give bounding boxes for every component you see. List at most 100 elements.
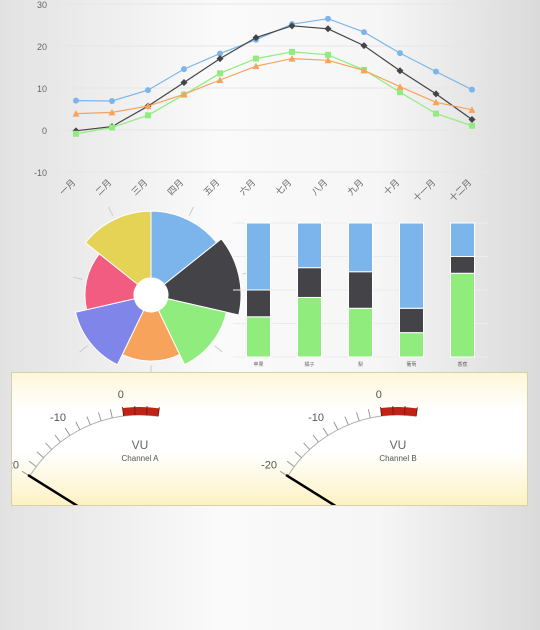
x-tick-label: 九月 <box>346 177 366 197</box>
slice-connector <box>72 276 83 280</box>
slice-connector <box>108 206 114 216</box>
y-tick-label: 30 <box>37 0 47 10</box>
series-line <box>75 18 473 102</box>
vu-title: VU <box>132 438 149 452</box>
data-point <box>361 29 367 36</box>
series-line <box>75 51 473 135</box>
bar-segment <box>246 222 271 291</box>
vu-tick <box>28 460 37 468</box>
vu-scale-label: -10 <box>308 412 324 424</box>
slice-connector <box>214 345 223 353</box>
stacked-percent-bar-chart: 苹果 橘子 梨 葡萄 香蕉 <box>233 222 488 368</box>
data-point <box>73 97 79 104</box>
rose-center-hole <box>134 278 168 312</box>
x-tick-label: 苹果 <box>253 361 263 368</box>
bar-segment <box>297 296 322 358</box>
bar-segment <box>450 222 475 257</box>
bar-segment <box>450 256 475 274</box>
data-point <box>288 22 296 30</box>
data-point <box>180 79 188 87</box>
y-tick-label: 10 <box>37 84 47 94</box>
vu-subtitle: Channel B <box>379 454 416 463</box>
data-point <box>216 76 224 84</box>
bar-segment <box>399 222 424 309</box>
series-line <box>75 57 473 115</box>
x-tick-label: 梨 <box>358 361 363 368</box>
data-point <box>73 130 79 137</box>
x-tick-label: 十二月 <box>447 177 474 200</box>
vu-scale-arc <box>29 414 159 477</box>
slice-connector <box>79 345 88 353</box>
data-point <box>397 89 403 96</box>
x-tick-label: 香蕉 <box>457 361 467 368</box>
data-point <box>145 112 151 119</box>
y-tick-label: -10 <box>34 168 47 178</box>
slice-connector <box>188 206 194 216</box>
bar-segment <box>399 332 424 358</box>
vu-tick <box>122 407 125 417</box>
vu-tick <box>157 407 160 417</box>
data-point <box>289 48 295 55</box>
data-point <box>217 70 223 77</box>
data-point <box>216 55 224 63</box>
vu-tick <box>303 442 311 450</box>
bar-segment <box>348 307 373 358</box>
vu-tick <box>64 427 71 436</box>
vu-subtitle: Channel A <box>122 454 160 463</box>
data-point <box>397 50 403 57</box>
vu-tick <box>294 451 302 459</box>
data-point <box>468 106 476 113</box>
vu-scale-label: 0 <box>118 389 124 401</box>
vu-tick <box>367 409 371 419</box>
bar-segment <box>297 222 322 269</box>
data-point <box>468 116 476 123</box>
vu-title: VU <box>390 438 407 452</box>
data-point <box>433 68 439 75</box>
vu-scale-arc <box>287 414 417 477</box>
data-point <box>72 110 80 117</box>
data-point <box>433 110 439 117</box>
vu-tick <box>45 442 53 450</box>
data-point <box>253 55 259 62</box>
series-line <box>75 25 473 132</box>
data-point <box>109 124 115 131</box>
x-tick-label: 十一月 <box>411 177 438 200</box>
data-point <box>360 66 368 74</box>
vu-tick <box>36 451 44 459</box>
vu-tick <box>333 421 339 430</box>
vu-tick <box>322 427 329 436</box>
vu-red-band <box>122 407 160 417</box>
bar-segment <box>399 307 424 334</box>
x-tick-label: 葡萄 <box>406 361 416 368</box>
x-tick-label: 十月 <box>381 177 402 198</box>
data-point <box>288 55 296 62</box>
vu-needle <box>27 473 79 505</box>
data-point <box>432 90 440 98</box>
bar-segment <box>246 316 271 358</box>
data-point <box>180 90 188 98</box>
x-tick-label: 八月 <box>310 177 330 197</box>
bar-segment <box>450 272 475 358</box>
bar-segment <box>348 222 373 273</box>
bar-segment <box>246 289 271 318</box>
data-point <box>469 86 475 93</box>
data-point <box>360 42 368 50</box>
x-tick-label: 橘子 <box>304 361 314 368</box>
y-tick-label: 20 <box>37 42 47 52</box>
rose-pie-chart <box>72 206 253 376</box>
data-point <box>252 62 260 70</box>
vu-tick <box>75 421 81 430</box>
data-point <box>324 25 332 33</box>
vu-tick <box>344 416 349 426</box>
vu-tick <box>380 407 383 417</box>
data-point <box>324 56 332 64</box>
vu-scale-label: 0 <box>376 389 382 401</box>
vu-red-band <box>380 407 418 417</box>
vu-tick <box>97 412 102 422</box>
vu-tick <box>355 412 360 422</box>
y-tick-label: 0 <box>42 126 47 136</box>
data-point <box>181 66 187 73</box>
vu-tick <box>109 409 113 419</box>
data-point <box>325 51 331 58</box>
